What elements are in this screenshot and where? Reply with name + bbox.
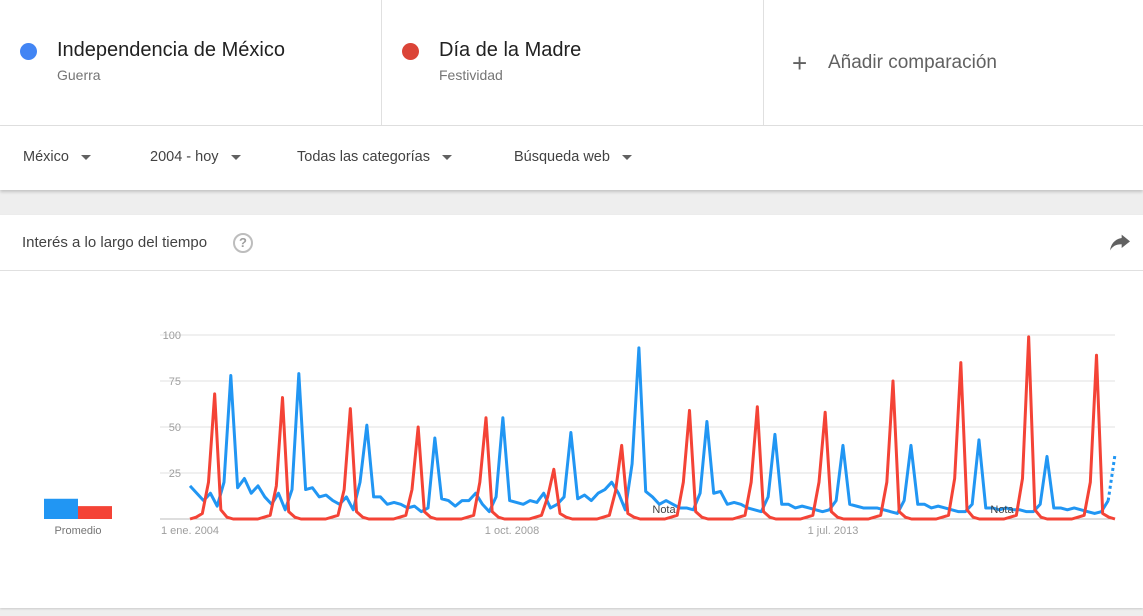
x-tick-label: 1 ene. 2004 xyxy=(161,525,219,537)
chart-note-marker[interactable]: Nota xyxy=(990,504,1014,516)
card-header: Interés a lo largo del tiempo ? xyxy=(0,215,1143,271)
term-card-2[interactable]: Día de la Madre Festividad xyxy=(382,0,764,126)
x-tick-label: 1 oct. 2008 xyxy=(485,525,539,537)
average-label: Promedio xyxy=(54,525,101,537)
plus-icon: + xyxy=(792,48,808,78)
chevron-down-icon xyxy=(230,154,241,160)
average-bar xyxy=(78,506,112,519)
term-type-1: Guerra xyxy=(57,67,101,83)
term-color-dot-1 xyxy=(20,43,37,60)
question-circle-icon[interactable]: ? xyxy=(233,233,253,253)
series-line-independencia[interactable] xyxy=(188,346,1110,515)
term-name-2[interactable]: Día de la Madre xyxy=(439,39,582,61)
y-tick-label: 50 xyxy=(169,422,181,434)
average-bar xyxy=(44,498,78,519)
terms-bar: Independencia de México Guerra Día de la… xyxy=(0,0,1143,126)
time-range-dropdown[interactable]: 2004 - hoy xyxy=(150,149,241,165)
term-name-1[interactable]: Independencia de México xyxy=(57,39,285,61)
search-type-dropdown[interactable]: Búsqueda web xyxy=(514,149,632,165)
share-icon[interactable] xyxy=(1110,234,1130,252)
category-dropdown[interactable]: Todas las categorías xyxy=(297,149,452,165)
series-line-dia-madre[interactable] xyxy=(189,335,1116,521)
card-title: Interés a lo largo del tiempo xyxy=(22,234,208,251)
search-type-value: Búsqueda web xyxy=(514,149,610,165)
add-comparison-label: Añadir comparación xyxy=(828,52,997,73)
add-comparison-button[interactable]: + Añadir comparación xyxy=(792,50,997,76)
chevron-down-icon xyxy=(80,154,91,160)
y-tick-label: 75 xyxy=(169,376,181,388)
add-comparison-card[interactable]: + Añadir comparación xyxy=(764,0,1143,126)
term-card-1[interactable]: Independencia de México Guerra xyxy=(0,0,382,126)
chevron-down-icon xyxy=(621,154,632,160)
interest-over-time-card: Interés a lo largo del tiempo ? 25 50 75 10… xyxy=(0,215,1143,608)
y-tick-label: 100 xyxy=(163,330,181,342)
region-dropdown[interactable]: México xyxy=(23,149,91,165)
chevron-down-icon xyxy=(442,154,452,160)
series-partial-segment xyxy=(1106,454,1117,501)
y-tick-label: 25 xyxy=(169,468,181,480)
term-color-dot-2 xyxy=(402,43,419,60)
region-value: México xyxy=(23,149,69,165)
interest-line-chart: 25 50 75 100 Promedio 1 ene. 2004 1 oct. 200… xyxy=(44,330,1117,537)
filters-bar: México 2004 - hoy Todas las categorías B… xyxy=(0,126,1143,190)
chart-note-marker[interactable]: Nota xyxy=(652,504,676,516)
term-type-2: Festividad xyxy=(439,67,503,83)
category-value: Todas las categorías xyxy=(297,149,430,165)
x-tick-label: 1 jul. 2013 xyxy=(808,525,859,537)
time-range-value: 2004 - hoy xyxy=(150,149,219,165)
